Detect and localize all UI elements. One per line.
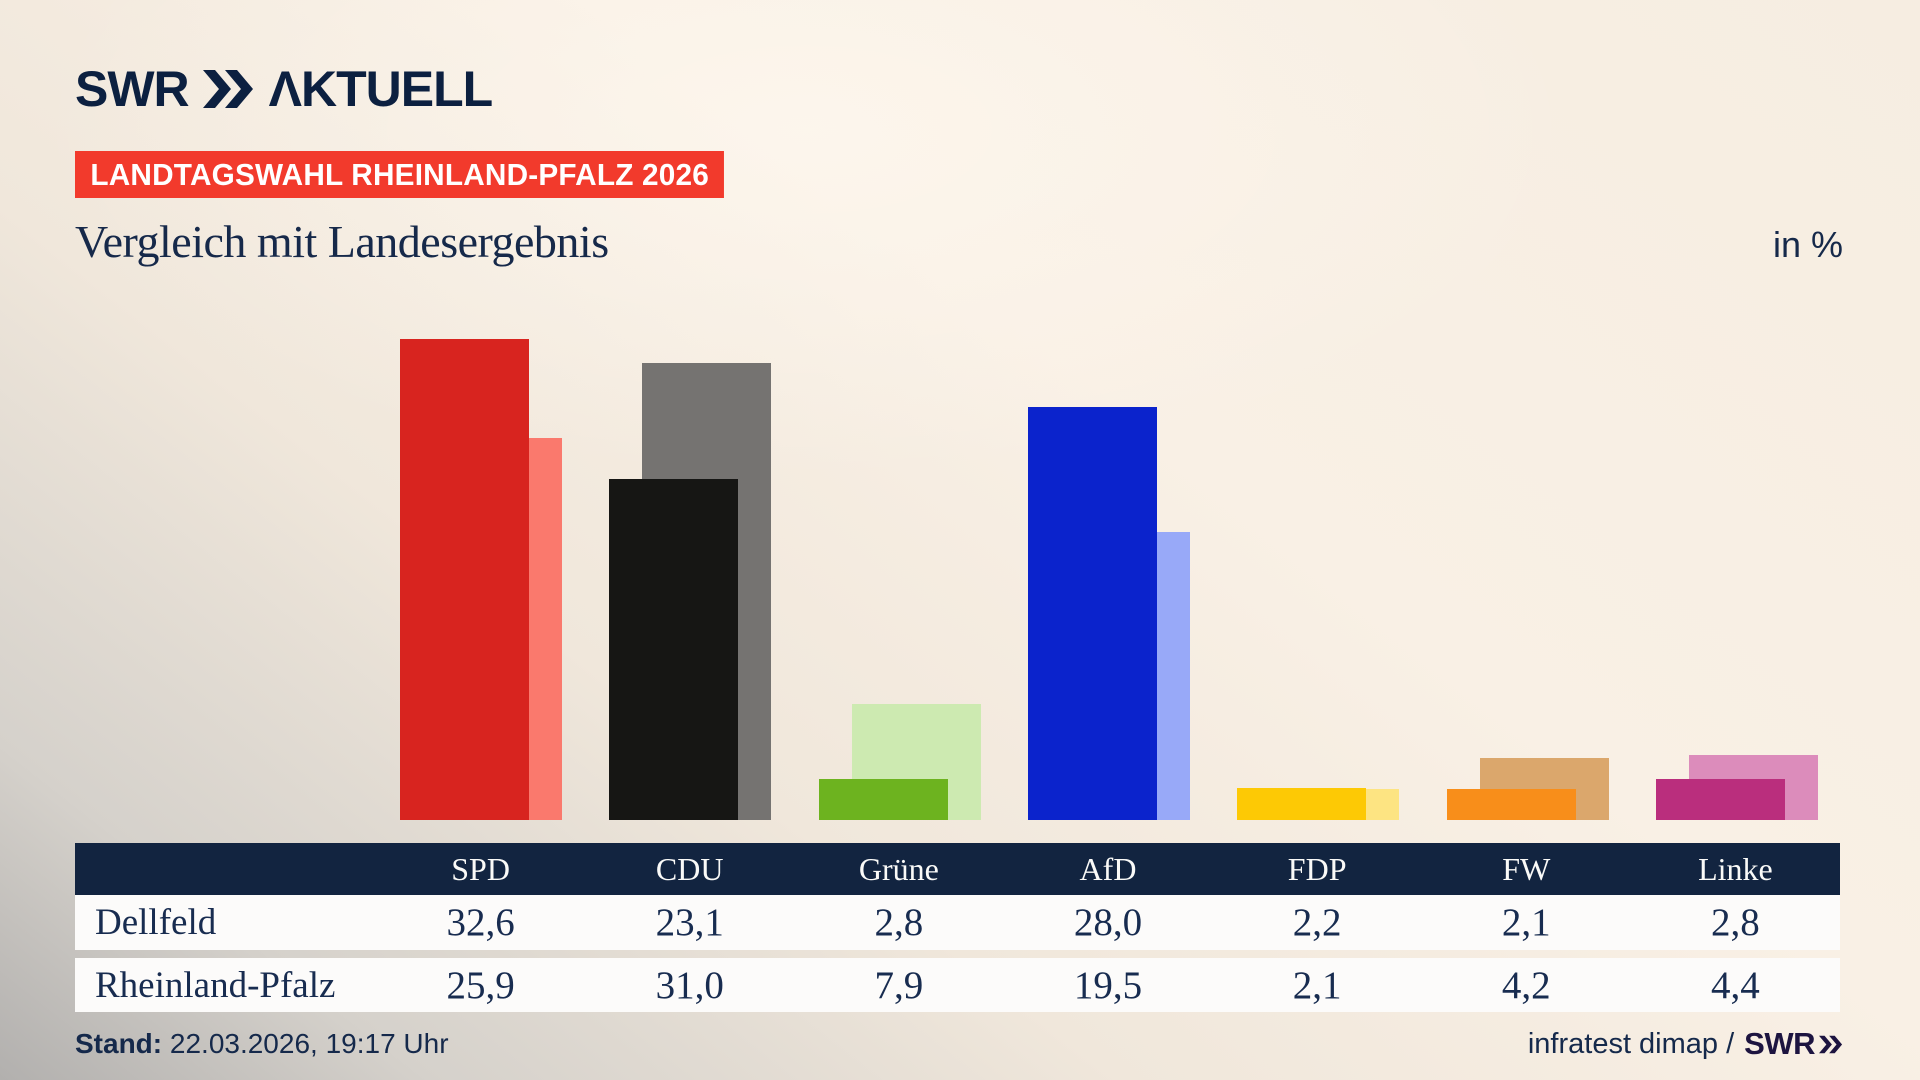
table-row-dellfeld: Dellfeld 32,6 23,1 2,8 28,0 2,2 2,1 2,8 [75,895,1840,950]
bar-afd-dellfeld [1027,407,1157,820]
row-label: Rheinland-Pfalz [95,964,336,1006]
value-cell: 4,2 [1501,963,1551,1007]
column-header-fdp: FDP [1287,850,1347,887]
value-cell: 4,4 [1711,963,1760,1007]
swr-logo-text: SWR [75,61,190,117]
source-swr-logo: SWR [1744,1026,1843,1062]
results-table: SPD CDU Grüne AfD FDP FW Linke Dellfeld 32,6 23,1… [75,843,1840,1012]
source-attribution: infratest dimap / SWR [1528,1026,1843,1062]
column-header-afd: AfD [1079,850,1137,887]
bar-spd-dellfeld [400,339,529,820]
row-label: Dellfeld [95,902,217,943]
value-cell: 2,8 [874,901,924,944]
swr-chevron-icon [202,70,253,108]
timestamp: Stand: 22.03.2026, 19:17 Uhr [75,1028,449,1060]
value-cell: 28,0 [1073,901,1143,944]
source-text: infratest dimap / [1527,1027,1735,1060]
election-badge: LANDTAGSWAHL RHEINLAND-PFALZ 2026 [75,151,725,198]
value-cell: 19,5 [1073,963,1143,1007]
bar-grüne-dellfeld [818,778,948,820]
column-header-cdu: CDU [655,850,724,887]
column-header-spd: SPD [451,850,510,887]
value-cell: 31,0 [655,963,724,1007]
value-cell: 23,1 [655,901,724,944]
timestamp-label: Stand: [75,1028,163,1059]
comparison-bar-chart [0,300,1920,820]
value-cell: 2,1 [1501,901,1551,944]
bar-fdp-dellfeld [1237,787,1367,820]
swr-chevron-icon [1819,1035,1843,1053]
value-cell: 2,2 [1292,901,1342,944]
swr-aktuell-logo: SWR ΛKTUELL [75,60,494,118]
column-header-linke: Linke [1698,850,1773,887]
bar-fw-dellfeld [1446,789,1576,820]
value-cell: 7,9 [874,963,924,1007]
value-cell: 32,6 [446,901,515,944]
source-swr-text: SWR [1744,1026,1815,1061]
page-title: Vergleich mit Landesergebnis [75,216,609,267]
bar-linke-dellfeld [1655,778,1785,820]
table-header-row: SPD CDU Grüne AfD FDP FW Linke [75,843,1840,895]
value-cell: 25,9 [446,963,515,1007]
column-header-fw: FW [1502,850,1551,887]
table-row-rheinland-pfalz: Rheinland-Pfalz 25,9 31,0 7,9 19,5 2,1 4,2 4,4 [75,958,1840,1012]
bar-cdu-dellfeld [609,479,739,820]
value-cell: 2,8 [1711,901,1760,944]
aktuell-logo-text: ΛKTUELL [268,61,494,117]
unit-label: in % [1772,224,1843,265]
column-header-grüne: Grüne [858,850,939,887]
value-cell: 2,1 [1292,963,1342,1007]
timestamp-value: 22.03.2026, 19:17 Uhr [162,1028,449,1059]
